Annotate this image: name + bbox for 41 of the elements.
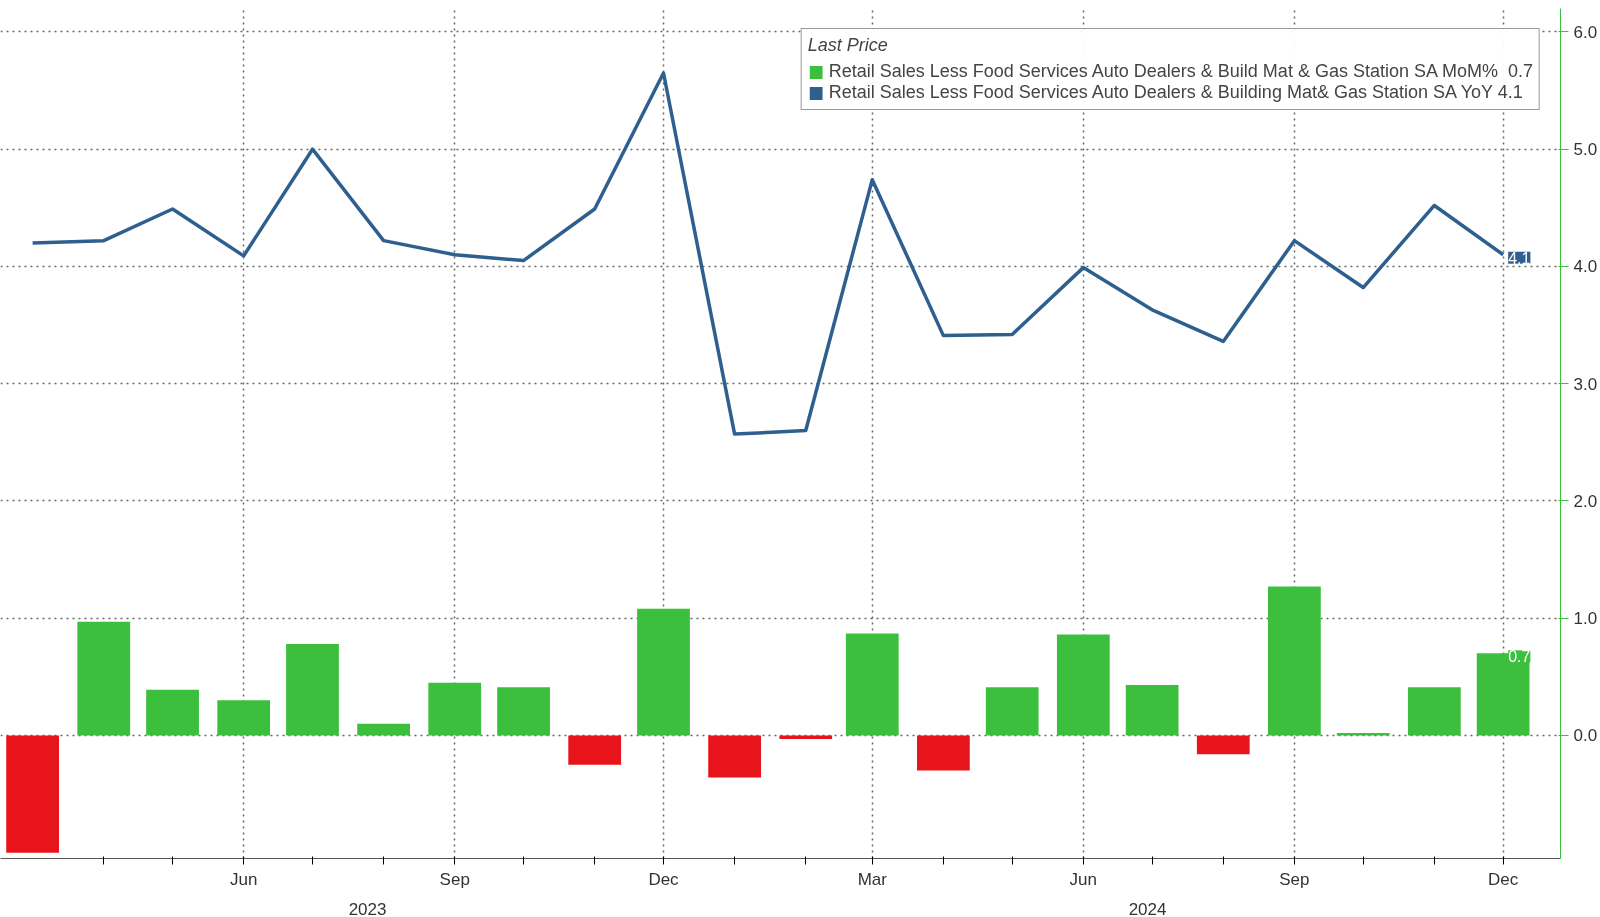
bar — [1407, 687, 1461, 736]
bar — [286, 643, 339, 736]
bar — [497, 687, 550, 736]
bar — [357, 723, 410, 736]
data-label: 0.7 — [1508, 648, 1531, 666]
bar — [1196, 735, 1250, 755]
y-tick-label: 1.0 — [1573, 609, 1598, 629]
bar — [1268, 586, 1321, 736]
x-tick-label: Dec — [648, 869, 680, 889]
x-tick-label: Jun — [229, 869, 258, 889]
data-label: 4.1 — [1508, 249, 1531, 267]
y-tick-label: 2.0 — [1573, 491, 1598, 511]
bar — [779, 735, 833, 739]
bar — [6, 735, 59, 853]
x-tick-label: Dec — [1488, 869, 1519, 889]
text: 2023 — [348, 899, 387, 917]
y-tick-label: 6.0 — [1573, 22, 1598, 42]
x-tick-label: Mar — [857, 869, 888, 889]
bar — [708, 735, 761, 778]
bar — [917, 735, 970, 771]
y-tick-label: 4.0 — [1573, 257, 1598, 277]
legend-label: Retail Sales Less Food Services Auto Dealers & Building Mat& Gas Station SA YoY 4.1 — [828, 82, 1523, 103]
y-tick-label: 0.0 — [1573, 726, 1598, 746]
bar — [428, 682, 482, 736]
text: 2024 — [1128, 899, 1167, 917]
bar — [217, 700, 271, 736]
legend-label: Retail Sales Less Food Services Auto Dealers & Build Mat & Gas Station SA MoM% 0.7 — [828, 61, 1533, 82]
bar — [1125, 684, 1179, 736]
x-tick-label: Sep — [1279, 869, 1310, 889]
bar — [146, 689, 199, 736]
bar — [568, 735, 622, 765]
bar — [1056, 634, 1110, 736]
bar — [845, 633, 899, 736]
x-tick-label: Sep — [439, 869, 470, 889]
bar — [637, 608, 690, 736]
bar — [77, 621, 131, 736]
y-tick-label: 3.0 — [1573, 374, 1598, 394]
bar — [985, 687, 1039, 736]
legend-title: Last Price — [807, 35, 889, 56]
x-tick-label: Jun — [1069, 869, 1098, 889]
y-tick-label: 5.0 — [1573, 140, 1598, 160]
